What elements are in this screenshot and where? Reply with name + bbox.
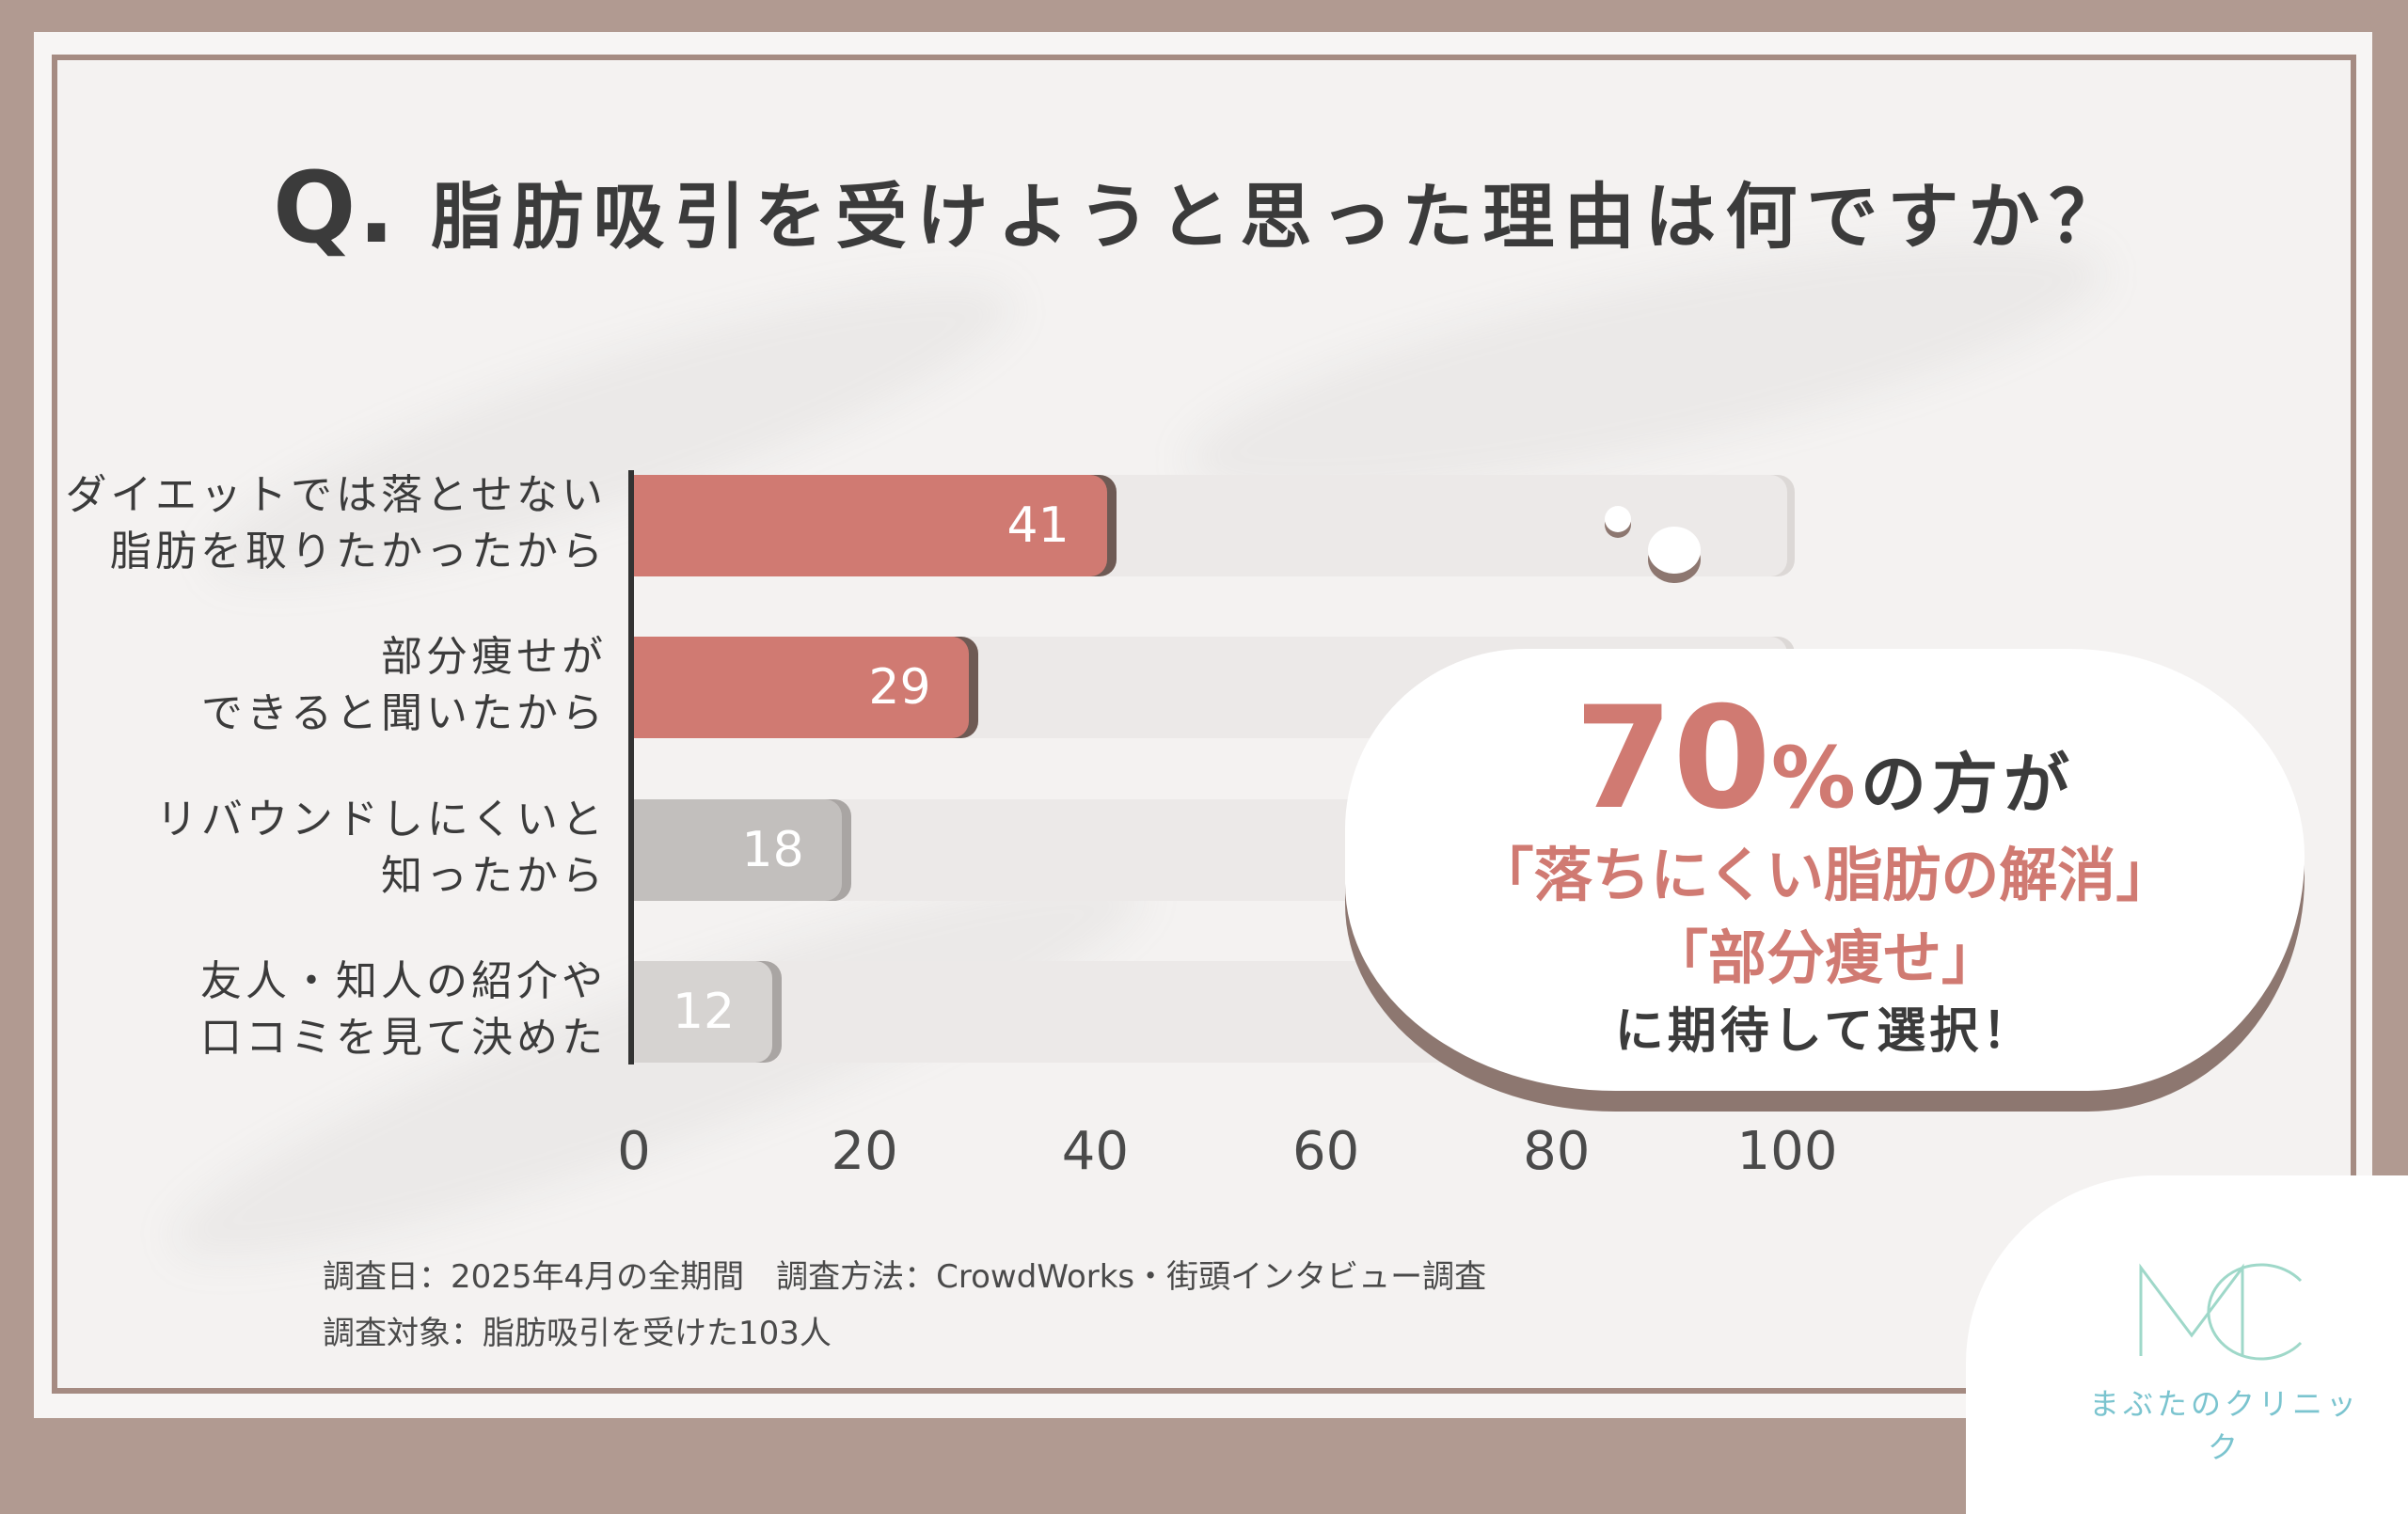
logo-text: まぶたのクリニック [2088, 1386, 2360, 1465]
x-tick-label: 100 [1736, 1121, 1838, 1182]
bar-value-label: 18 [741, 822, 804, 878]
bar [634, 799, 842, 901]
bar-value-label: 12 [672, 984, 736, 1040]
category-label: ダイエットでは落とせない脂肪を取りたかったから [24, 467, 607, 580]
category-label-line: 友人・知人の紹介や [200, 957, 607, 1005]
x-tick-label: 0 [617, 1121, 651, 1182]
callout-headline: 70% の方が [1345, 677, 2305, 841]
category-label-line: 部分痩せが [381, 633, 607, 681]
callout-reason-2: 「部分痩せ」 [1649, 923, 2000, 992]
category-label-line: できると聞いたから [200, 689, 607, 737]
category-label: リバウンドしにくいと知ったから [24, 792, 607, 905]
category-label: 部分痩せができると聞いたから [24, 629, 607, 742]
survey-note-2: 調査対象：脂肪吸引を受けた103人 [323, 1315, 832, 1352]
category-label-line: リバウンドしにくいと [155, 796, 607, 844]
survey-note-1: 調査日：2025年4月の全期間 調査方法：CrowdWorks・街頭インタビュー… [323, 1258, 1487, 1296]
bar [634, 637, 969, 738]
highlight-callout: 70% の方が 「落ちにくい脂肪の解消」 「部分痩せ」 に期待して選択！ [1345, 649, 2305, 1091]
category-label-line: 口コミを見て決めた [200, 1014, 607, 1062]
decor-bubble-large [1648, 527, 1701, 574]
x-tick-label: 80 [1523, 1121, 1591, 1182]
bar [634, 475, 1107, 576]
logo-mark-icon [2139, 1263, 2303, 1361]
x-tick-label: 40 [1061, 1121, 1130, 1182]
page-title: Q. 脂肪吸引を受けようと思った理由は何ですか？ [273, 150, 2154, 265]
decor-bubble-small [1605, 506, 1631, 532]
callout-percent: 70 [1574, 677, 1771, 841]
bar-value-label: 41 [1006, 497, 1069, 554]
x-tick-label: 20 [831, 1121, 898, 1182]
bar-value-label: 29 [868, 659, 931, 716]
bar [634, 961, 773, 1063]
category-label-line: 知ったから [381, 852, 607, 900]
title-text: 脂肪吸引を受けようと思った理由は何ですか？ [431, 175, 2131, 259]
callout-suffix: の方が [1861, 746, 2076, 823]
title-prefix: Q. [273, 150, 397, 265]
callout-percent-sign: % [1770, 729, 1856, 828]
callout-conclusion: に期待して選択！ [1614, 1003, 2036, 1060]
category-label-line: ダイエットでは落とせない [65, 471, 607, 519]
category-label: 友人・知人の紹介や 口コミを見て決めた [24, 954, 607, 1066]
callout-reason-1: 「落ちにくい脂肪の解消」 [1475, 841, 2175, 909]
y-axis-line [628, 470, 634, 1065]
x-tick-label: 60 [1291, 1121, 1360, 1182]
category-label-line: 脂肪を取りたかったから [110, 528, 607, 576]
